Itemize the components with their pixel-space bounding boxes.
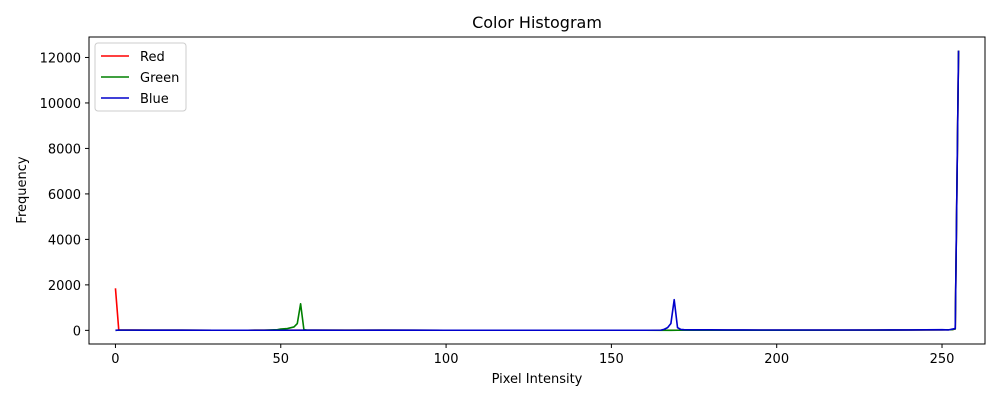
y-tick-label: 8000 [48,142,81,157]
legend-label-green: Green [140,71,179,86]
legend-label-red: Red [140,50,165,65]
series-line-blue [115,50,960,332]
y-tick-label: 10000 [40,97,81,112]
y-tick-label: 6000 [48,188,81,203]
x-tick-label: 200 [764,352,789,367]
y-axis-label: Frequency [15,156,30,223]
x-tick-label: 150 [599,352,624,367]
chart-title: Color Histogram [472,13,602,32]
x-tick-label: 50 [272,352,289,367]
series-layer [114,50,960,332]
x-axis-label: Pixel Intensity [492,372,583,387]
x-tick-label: 0 [111,352,119,367]
y-tick-label: 0 [73,324,81,339]
legend-label-blue: Blue [140,92,169,107]
plot-area [88,36,986,345]
legend-box [94,42,187,112]
legend: Red Green Blue [94,42,187,112]
y-tick-label: 4000 [48,233,81,248]
x-tick-label: 250 [930,352,955,367]
y-axis: 0 2000 4000 6000 8000 10000 12000 [40,51,89,339]
y-tick-label: 2000 [48,279,81,294]
x-axis: 0 50 100 150 200 250 [111,344,954,367]
x-tick-label: 100 [434,352,459,367]
y-tick-label: 12000 [40,51,81,66]
